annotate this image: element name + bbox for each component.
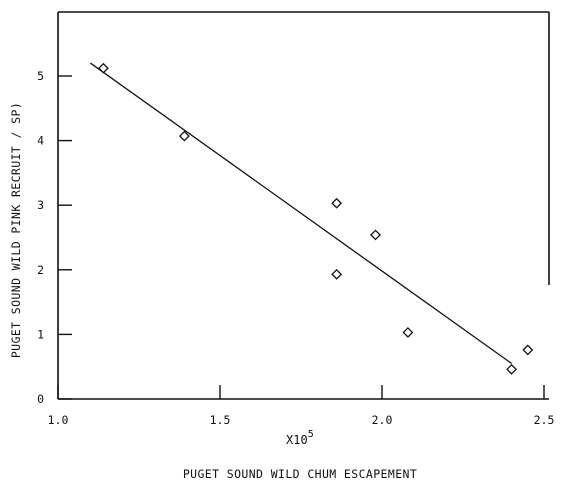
data-point [522,344,534,356]
data-point [331,197,343,209]
y-tick-label: 5 [37,69,44,83]
y-axis-label: PUGET SOUND WILD PINK RECRUIT / SP) [9,102,23,358]
y-tick-label: 3 [37,198,44,212]
x-tick-label: 1.0 [48,413,69,427]
y-tick-label: 4 [37,134,44,148]
y-tick-label: 2 [37,263,44,277]
x-axis-ticks: 1.0 1.5 2.0 2.5 [48,385,555,427]
y-tick-label: 0 [37,392,44,406]
x-tick-label: 2.0 [372,413,393,427]
x-tick-label: 2.5 [534,413,555,427]
data-point [402,327,414,338]
data-point [506,363,518,375]
plot-frame [57,11,550,400]
regression-line [90,62,512,364]
data-point [97,62,109,74]
y-tick-label: 1 [37,327,44,341]
y-axis-ticks: 0 1 2 3 4 5 [37,69,72,406]
x-tick-label: 1.5 [210,413,231,427]
data-points [97,62,534,375]
fit-line [90,62,512,364]
x-axis-label: PUGET SOUND WILD CHUM ESCAPEMENT [183,467,417,481]
data-point [370,229,381,241]
data-point [178,130,190,142]
x-multiplier-label: X105 [286,429,314,447]
data-point [331,268,343,280]
